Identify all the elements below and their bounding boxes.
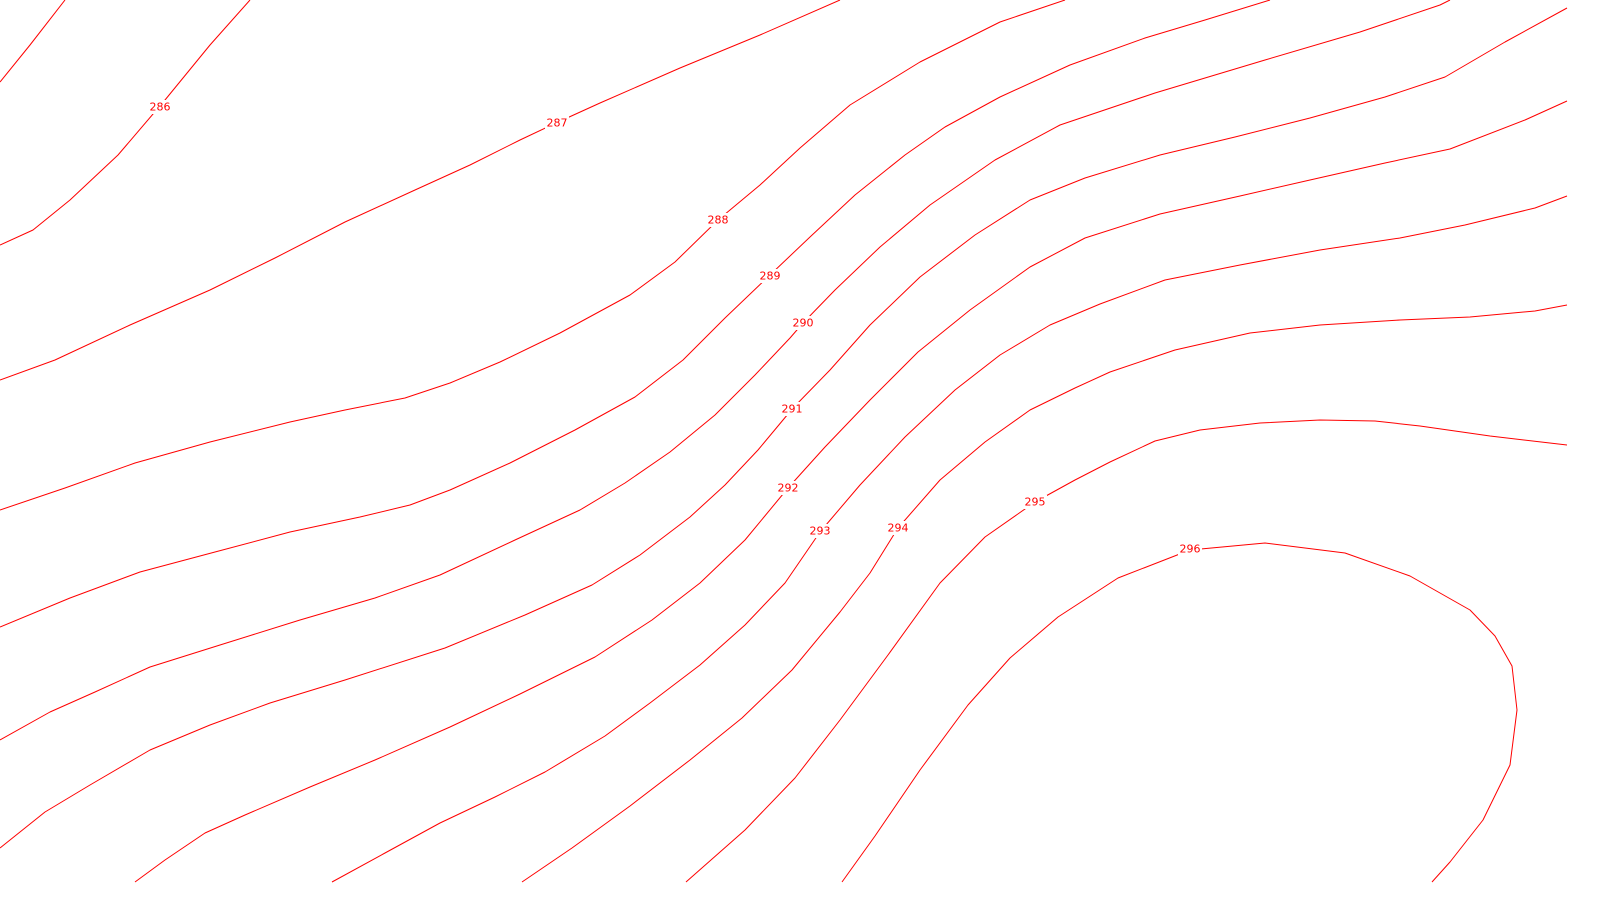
contour-line-296: [841, 542, 1518, 883]
contour-label-292: 292: [778, 482, 799, 495]
contour-label-background-291: [780, 402, 804, 416]
contour-label-288: 288: [708, 214, 729, 227]
contour-lines: [0, 0, 1568, 883]
contour-label-291: 291: [782, 403, 803, 416]
contour-line-288: [0, 0, 1066, 511]
contour-label-background-293: [808, 524, 832, 538]
contour-line-287: [0, 0, 841, 381]
contour-label-294: 294: [888, 522, 909, 535]
contour-label-289: 289: [760, 270, 781, 283]
contour-line-291: [0, 7, 1568, 849]
contour-label-background-295: [1023, 495, 1047, 509]
contour-line-295: [685, 419, 1568, 883]
contour-line-289: [0, 0, 1271, 628]
contour-line-286: [0, 0, 66, 83]
contour-label-background-290: [791, 316, 815, 330]
contour-line-292: [134, 100, 1568, 883]
contour-line-294: [521, 304, 1568, 883]
contour-label-background-296: [1178, 542, 1202, 556]
contour-label-295: 295: [1025, 496, 1046, 509]
contour-labels: 286 287 288 289 290 291 292 293 294 295 296: [148, 100, 1202, 556]
contour-label-293: 293: [810, 525, 831, 538]
contour-label-background-286: [148, 100, 172, 114]
contour-label-286: 286: [150, 101, 171, 114]
contour-line-286-segment-2: [0, 0, 251, 246]
contour-label-background-287: [545, 116, 569, 130]
contour-label-background-288: [706, 213, 730, 227]
contour-label-287: 287: [547, 117, 568, 130]
contour-line-293: [331, 195, 1568, 883]
contour-label-background-289: [758, 269, 782, 283]
contour-line-290: [0, 0, 1451, 741]
contour-label-296: 296: [1180, 543, 1201, 556]
contour-label-290: 290: [793, 317, 814, 330]
contour-label-background-294: [886, 521, 910, 535]
contour-label-background-292: [776, 481, 800, 495]
